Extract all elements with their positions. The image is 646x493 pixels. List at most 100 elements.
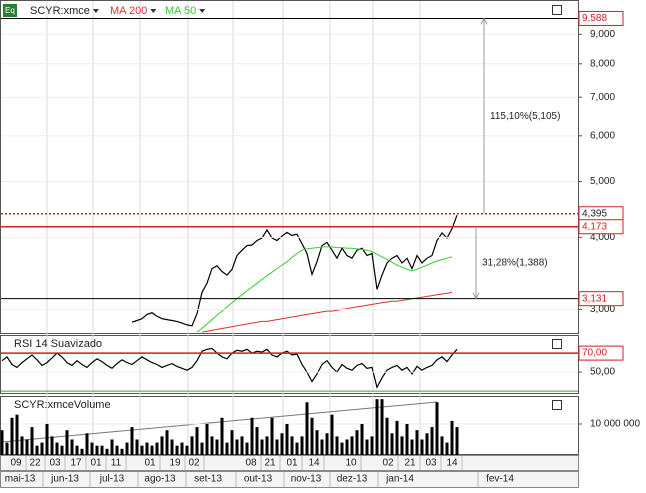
volume-bar <box>230 430 234 455</box>
volume-bar <box>385 417 389 455</box>
volume-bar <box>375 399 379 455</box>
volume-bar <box>435 402 439 455</box>
level-label: 4,173 <box>582 221 607 232</box>
month-label: out-13 <box>244 474 273 485</box>
panel-button[interactable] <box>552 339 562 349</box>
volume-bar <box>280 433 284 455</box>
symbol-icon[interactable] <box>3 4 17 17</box>
volume-bar <box>310 417 314 455</box>
panel-title: RSI 14 Suavizado <box>14 338 102 350</box>
volume-bar <box>85 433 89 455</box>
month-label: jan-14 <box>385 474 414 485</box>
volume-bar <box>170 439 174 455</box>
volume-bar <box>335 436 339 455</box>
volume-bar <box>180 442 184 455</box>
volume-bar <box>255 427 259 455</box>
volume-bar <box>90 442 94 455</box>
level-label-box <box>578 291 624 307</box>
volume-bar <box>195 427 199 455</box>
month-label: jun-13 <box>50 474 79 485</box>
day-label: 03 <box>425 458 437 469</box>
volume-panel <box>0 396 579 455</box>
price-panel <box>0 0 579 334</box>
volume-bar <box>185 445 189 455</box>
trend-line <box>1 401 438 443</box>
month-axis <box>0 471 579 488</box>
legend-dropdown[interactable] <box>199 9 206 13</box>
legend-entry[interactable]: MA 200 <box>110 5 147 17</box>
day-axis <box>0 455 579 471</box>
volume-bar <box>110 439 114 455</box>
legend-entry[interactable]: SCYR:xmce <box>30 5 90 17</box>
volume-bar <box>70 439 74 455</box>
day-label: 14 <box>446 458 458 469</box>
volume-bar <box>350 436 354 455</box>
panel-button[interactable] <box>552 400 562 410</box>
volume-bar <box>395 420 399 455</box>
volume-bar <box>330 414 334 455</box>
volume-bar <box>125 442 129 455</box>
day-label: 03 <box>49 458 61 469</box>
volume-bar <box>265 436 269 455</box>
volume-bar <box>100 445 104 455</box>
volume-bar <box>5 442 9 455</box>
day-label: 19 <box>169 458 181 469</box>
panel-button[interactable] <box>552 5 562 15</box>
level-label-box <box>578 219 624 235</box>
volume-bar <box>50 436 54 455</box>
volume-bar <box>75 445 79 455</box>
volume-bar <box>270 417 274 455</box>
legend-dropdown[interactable] <box>150 9 157 13</box>
month-label: fev-14 <box>486 474 514 485</box>
price-line <box>1 347 458 389</box>
month-label: ago-13 <box>144 474 176 485</box>
day-label: 01 <box>144 458 156 469</box>
volume-bar <box>305 402 309 455</box>
volume-bar <box>20 436 24 455</box>
price-line <box>131 214 458 327</box>
annotation: 115,10%(5,105) <box>490 111 560 122</box>
volume-bar <box>145 442 149 455</box>
volume-bar <box>380 399 384 455</box>
legend-entry[interactable]: MA 50 <box>165 5 196 17</box>
volume-bar <box>115 445 119 455</box>
day-label: 10 <box>345 458 357 469</box>
day-label: 01 <box>286 458 298 469</box>
volume-bar <box>410 439 414 455</box>
month-label: dez-13 <box>337 474 368 485</box>
volume-bar <box>315 430 319 455</box>
month-label: mai-13 <box>5 474 36 485</box>
volume-bar <box>210 436 214 455</box>
volume-bar <box>240 436 244 455</box>
volume-bar <box>135 439 139 455</box>
volume-bar <box>155 442 159 455</box>
volume-bar <box>95 445 99 455</box>
volume-bar <box>0 430 4 455</box>
volume-bar <box>235 439 239 455</box>
volume-bar <box>150 445 154 455</box>
volume-bar <box>285 423 289 455</box>
volume-bar <box>440 436 444 455</box>
day-label: 11 <box>111 458 122 469</box>
level-label: 3,131 <box>582 293 607 304</box>
volume-bar <box>225 442 229 455</box>
volume-bar <box>400 436 404 455</box>
annotation: 31,28%(1,388) <box>482 257 548 268</box>
day-label: 21 <box>404 458 416 469</box>
volume-bar <box>355 430 359 455</box>
volume-bar <box>275 439 279 455</box>
day-label: 02 <box>382 458 394 469</box>
volume-bar <box>65 430 69 455</box>
volume-bar <box>25 439 29 455</box>
symbol-icon-text: Eq <box>5 6 15 15</box>
volume-bar <box>425 433 429 455</box>
volume-bar <box>450 420 454 455</box>
day-label: 08 <box>245 458 257 469</box>
level-label-box <box>578 10 624 26</box>
legend-dropdown[interactable] <box>92 9 99 13</box>
volume-bar <box>370 436 374 455</box>
day-label: 17 <box>70 458 82 469</box>
month-label: nov-13 <box>291 474 322 485</box>
day-label: 14 <box>308 458 320 469</box>
vertical-grid <box>46 1 421 454</box>
